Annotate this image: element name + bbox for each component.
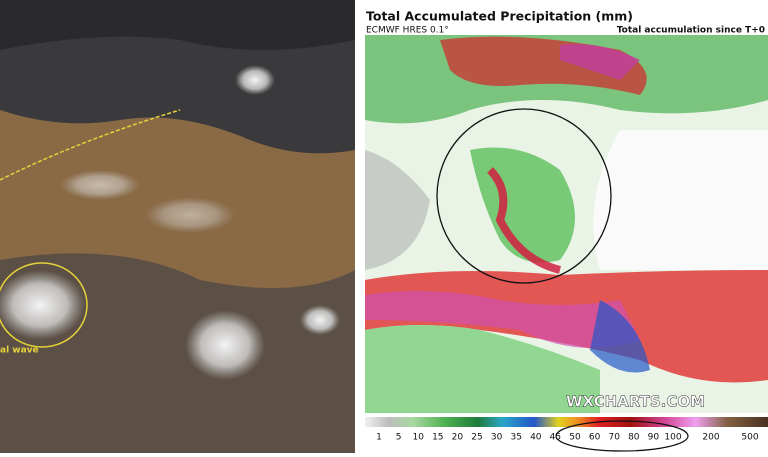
- legend-tick-label: 40: [530, 433, 542, 443]
- legend-tick-label: 200: [702, 433, 719, 443]
- legend-tick-label: 70: [608, 433, 620, 443]
- legend-tick-label: 30: [491, 433, 503, 443]
- legend-tick-label: 50: [569, 433, 581, 443]
- legend-tick-label: 45: [550, 433, 561, 443]
- model-label: ECMWF HRES 0.1°: [366, 26, 449, 36]
- precipitation-map: WXCHARTS.COM: [365, 35, 768, 413]
- color-bar: [365, 417, 768, 427]
- legend-ticks: 1 5 10 15 20 25 30 35 40 45 50 60 70 80 90 100 200 500: [376, 433, 759, 443]
- legend-tick-label: 1: [376, 433, 382, 443]
- legend-tick-label: 20: [452, 433, 464, 443]
- legend-tick-label: 500: [741, 433, 758, 443]
- legend-tick-label: 35: [510, 433, 521, 443]
- annotation: al wave: [0, 346, 39, 356]
- legend-tick-label: 15: [432, 433, 443, 443]
- legend-tick-label: 100: [664, 433, 681, 443]
- map-title: Total Accumulated Precipitation (mm): [366, 9, 633, 24]
- legend-tick-label: 60: [589, 433, 601, 443]
- legend-tick-label: 5: [396, 433, 402, 443]
- satellite-image: al wave: [0, 0, 355, 453]
- divider: [355, 0, 365, 453]
- map-subtitle: Total accumulation since T+0: [617, 26, 765, 36]
- legend-tick-label: 10: [412, 433, 424, 443]
- legend-tick-label: 80: [628, 433, 640, 443]
- legend-tick-label: 90: [648, 433, 660, 443]
- legend-tick-label: 25: [471, 433, 482, 443]
- highlight-ellipse: [555, 420, 689, 452]
- watermark: WXCHARTS.COM: [566, 393, 705, 411]
